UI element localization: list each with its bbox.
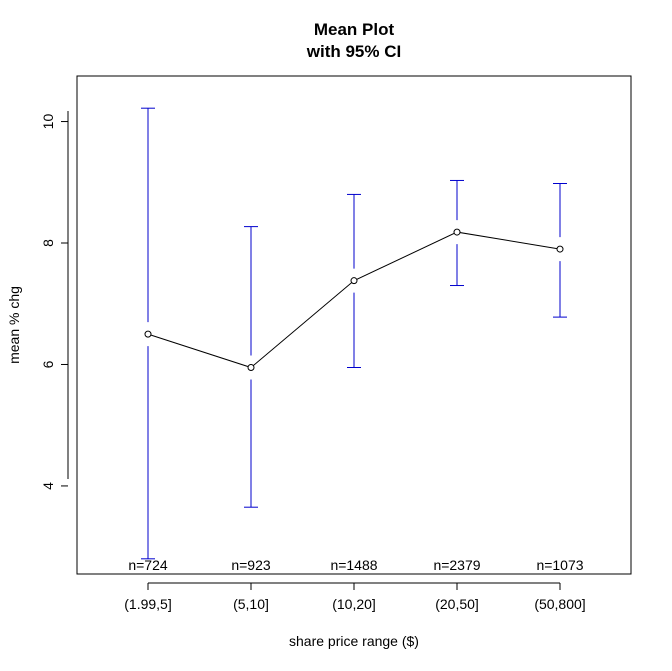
x-tick-label: (1.99,5]: [124, 596, 171, 612]
x-tick-label: (50,800]: [534, 596, 585, 612]
mean-point: [247, 364, 255, 372]
chart-subtitle: with 95% CI: [306, 42, 401, 61]
n-label: n=1488: [330, 557, 377, 573]
mean-point: [556, 245, 564, 253]
chart-title: Mean Plot: [314, 20, 395, 39]
mean-points: [144, 228, 564, 372]
ci-bar: [141, 107, 155, 560]
ci-bar: [347, 193, 361, 369]
n-label: n=724: [128, 557, 168, 573]
ci-bar: [244, 226, 258, 508]
ci-bars: [141, 107, 567, 560]
plot-frame: [76, 75, 632, 575]
y-axis-label: mean % chg: [6, 286, 22, 364]
y-tick-label: 10: [40, 114, 56, 130]
y-tick-label: 6: [40, 360, 56, 368]
mean-point: [144, 330, 152, 338]
x-axis-label: share price range ($): [289, 633, 419, 649]
n-labels: n=724 n=923 n=1488 n=2379 n=1073: [128, 557, 583, 573]
mean-point: [453, 228, 461, 236]
ci-bar: [450, 179, 464, 287]
n-label: n=1073: [536, 557, 583, 573]
ci-bar: [553, 182, 567, 318]
n-label: n=923: [231, 557, 271, 573]
y-tick-label: 4: [40, 482, 56, 490]
n-label: n=2379: [433, 557, 480, 573]
x-tick-label: (10,20]: [332, 596, 376, 612]
y-tick-label: 8: [40, 239, 56, 247]
x-axis: (1.99,5] (5,10] (10,20] (20,50] (50,800]: [124, 582, 586, 612]
x-tick-label: (20,50]: [435, 596, 479, 612]
mean-point: [350, 277, 358, 285]
y-axis: 4 6 8 10: [40, 111, 69, 490]
x-tick-label: (5,10]: [233, 596, 269, 612]
